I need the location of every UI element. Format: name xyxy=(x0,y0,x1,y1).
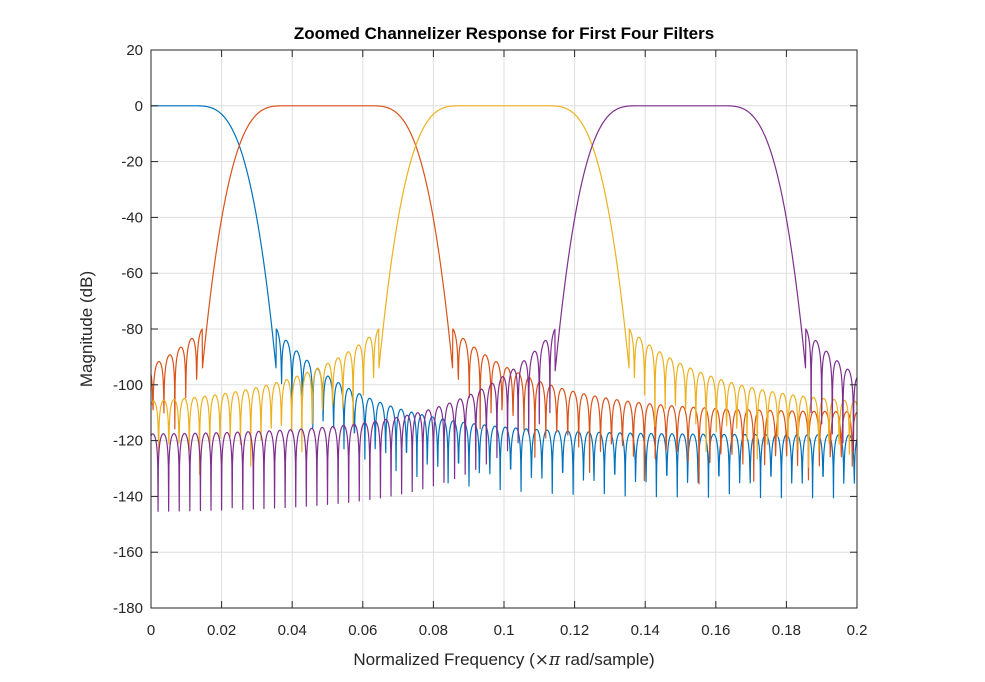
y-tick-label: -120 xyxy=(113,433,143,450)
y-tick-label: -60 xyxy=(121,265,143,282)
grid xyxy=(150,49,858,609)
x-axis-label: Normalized Frequency (×π rad/sample) xyxy=(353,650,654,670)
x-tick-label: 0.06 xyxy=(348,622,377,639)
x-axis-label-suffix: rad/sample) xyxy=(560,650,654,669)
y-tick-label: 0 xyxy=(135,98,143,115)
plot-lines xyxy=(150,105,858,512)
x-tick-label: 0.16 xyxy=(701,622,730,639)
y-tick-label: -40 xyxy=(121,209,143,226)
x-tick-label: 0.04 xyxy=(278,622,307,639)
x-tick-label: 0 xyxy=(147,622,155,639)
y-tick-labels: 20 0 -20 -40 -60 -80 -100 -120 -140 -160 -180 xyxy=(113,42,143,617)
x-tick-label: 0.14 xyxy=(631,622,660,639)
x-tick-label: 0.18 xyxy=(772,622,801,639)
x-axis-label-symbol: ×π xyxy=(535,650,561,670)
x-tick-label: 0.1 xyxy=(494,622,515,639)
tick-marks xyxy=(150,49,858,609)
x-tick-label: 0.02 xyxy=(207,622,236,639)
x-tick-label: 0.12 xyxy=(560,622,589,639)
y-tick-label: 20 xyxy=(126,42,143,59)
x-tick-label: 0.08 xyxy=(419,622,448,639)
x-tick-labels: 0 0.02 0.04 0.06 0.08 0.1 0.12 0.14 0.16 0.18 0.2 xyxy=(147,622,868,639)
x-axis-label-prefix: Normalized Frequency ( xyxy=(353,650,535,669)
y-tick-label: -20 xyxy=(121,154,143,171)
y-tick-label: -160 xyxy=(113,544,143,561)
y-axis-label: Magnitude (dB) xyxy=(77,271,96,387)
x-tick-label: 0.2 xyxy=(847,622,868,639)
series-line-filter-3 xyxy=(150,105,858,475)
series-line-filter-1 xyxy=(150,105,858,499)
y-tick-label: -80 xyxy=(121,321,143,338)
y-tick-label: -140 xyxy=(113,488,143,505)
y-tick-label: -100 xyxy=(113,377,143,394)
series-line-filter-4 xyxy=(150,105,858,512)
chart-title: Zoomed Channelizer Response for First Fo… xyxy=(294,24,714,43)
series-line-filter-2 xyxy=(150,105,858,485)
y-tick-label: -180 xyxy=(113,600,143,617)
